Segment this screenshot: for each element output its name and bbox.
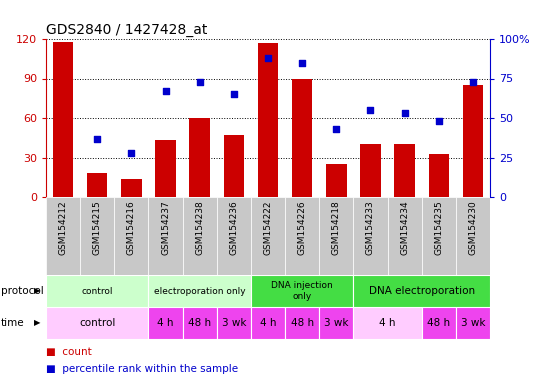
Text: 3 wk: 3 wk [221,318,246,328]
Bar [422,307,456,339]
Text: 4 h: 4 h [157,318,174,328]
Bar [148,307,183,339]
Bar [183,307,217,339]
Text: ▶: ▶ [34,286,41,296]
Text: GDS2840 / 1427428_at: GDS2840 / 1427428_at [46,23,207,37]
Bar [251,275,353,307]
Bar [394,144,415,197]
Point [93,136,101,142]
Text: GSM154226: GSM154226 [297,200,307,255]
Bar [258,43,278,197]
Bar [456,197,490,275]
Bar [353,275,490,307]
Bar [251,197,285,275]
Bar [388,197,422,275]
Bar [53,41,73,197]
Point [196,79,204,85]
Bar [224,135,244,197]
Text: 48 h: 48 h [291,318,314,328]
Bar [456,307,490,339]
Bar [292,78,312,197]
Point [298,60,307,66]
Point [332,126,340,132]
Bar [183,197,217,275]
Text: 48 h: 48 h [188,318,211,328]
Bar [353,307,422,339]
Text: control: control [79,318,115,328]
Point [366,107,375,113]
Text: control: control [81,286,113,296]
Bar [285,307,319,339]
Text: ■  count: ■ count [46,347,92,357]
Bar [87,173,108,197]
Bar [428,154,449,197]
Point [400,110,409,116]
Text: protocol: protocol [1,286,43,296]
Text: GSM154238: GSM154238 [195,200,204,255]
Text: 4 h: 4 h [379,318,396,328]
Bar [114,197,148,275]
Text: 3 wk: 3 wk [324,318,348,328]
Text: 48 h: 48 h [427,318,450,328]
Bar [46,275,148,307]
Text: GSM154234: GSM154234 [400,200,409,255]
Bar [353,197,388,275]
Text: ■  percentile rank within the sample: ■ percentile rank within the sample [46,364,238,374]
Text: GSM154218: GSM154218 [332,200,341,255]
Text: GSM154235: GSM154235 [434,200,443,255]
Bar [285,197,319,275]
Point [468,79,477,85]
Bar [217,307,251,339]
Bar [46,197,80,275]
Text: ▶: ▶ [34,318,41,328]
Bar [360,144,381,197]
Bar [189,118,210,197]
Text: GSM154215: GSM154215 [93,200,102,255]
Text: GSM154212: GSM154212 [58,200,68,255]
Text: time: time [1,318,24,328]
Point [127,150,136,156]
Bar [148,275,251,307]
Text: GSM154216: GSM154216 [127,200,136,255]
Bar [155,141,176,197]
Text: electroporation only: electroporation only [154,286,245,296]
Bar [121,179,142,197]
Bar [148,197,183,275]
Bar [217,197,251,275]
Bar [80,197,114,275]
Text: GSM154237: GSM154237 [161,200,170,255]
Text: GSM154230: GSM154230 [468,200,478,255]
Text: GSM154236: GSM154236 [229,200,239,255]
Text: 4 h: 4 h [260,318,276,328]
Bar [319,197,353,275]
Point [161,88,170,94]
Text: GSM154233: GSM154233 [366,200,375,255]
Text: GSM154222: GSM154222 [264,200,272,255]
Bar [326,164,347,197]
Bar [463,85,483,197]
Bar [46,307,148,339]
Bar [422,197,456,275]
Point [435,118,443,124]
Text: DNA electroporation: DNA electroporation [369,286,475,296]
Bar [319,307,353,339]
Text: 3 wk: 3 wk [460,318,485,328]
Point [229,91,238,98]
Text: DNA injection
only: DNA injection only [271,281,333,301]
Point [264,55,272,61]
Bar [251,307,285,339]
